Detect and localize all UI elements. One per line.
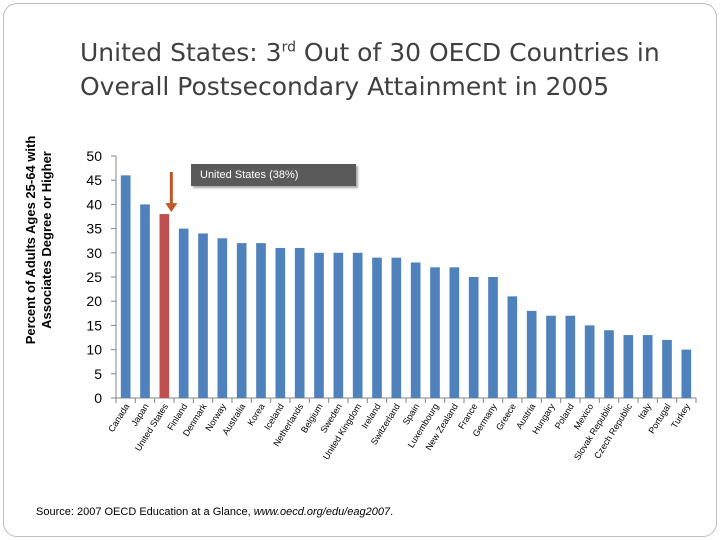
us-callout-box: United States (38%)	[191, 164, 356, 186]
y-tick-label: 35	[86, 221, 102, 237]
bar	[488, 277, 498, 398]
y-tick-label: 5	[94, 366, 102, 382]
bar	[236, 243, 247, 398]
y-tick-label: 40	[86, 196, 102, 212]
bar	[584, 325, 595, 398]
us-arrow-head	[165, 203, 178, 213]
x-category-label: Turkey	[669, 401, 692, 430]
bar	[526, 310, 537, 398]
bar	[507, 296, 518, 398]
y-tick-label: 0	[94, 390, 102, 406]
bar	[468, 277, 479, 398]
bar	[294, 247, 305, 398]
bar	[372, 257, 382, 398]
bar	[275, 247, 286, 398]
bar	[198, 233, 208, 398]
bar-highlight	[159, 214, 170, 398]
y-tick-label: 25	[86, 269, 102, 285]
bar	[449, 267, 460, 398]
y-tick-label: 20	[86, 293, 102, 309]
x-category-label: Greece	[494, 402, 518, 432]
title-line1-pre: United States: 3	[80, 38, 282, 67]
bar	[178, 228, 189, 398]
y-tick-label: 45	[86, 172, 102, 188]
bar	[604, 330, 614, 398]
x-category-label: Canada	[106, 402, 131, 434]
bar	[140, 204, 150, 398]
bar	[430, 267, 440, 398]
bar	[314, 252, 324, 398]
chart-title: United States: 3rd Out of 30 OECD Countr…	[80, 36, 700, 104]
bar	[642, 335, 653, 398]
bar	[410, 262, 421, 398]
title-line2: Overall Postsecondary Attainment in 2005	[80, 72, 610, 101]
bar	[565, 315, 576, 398]
bar	[217, 238, 228, 398]
y-tick-label: 15	[86, 317, 102, 333]
title-line1-post: Out of 30 OECD Countries in	[295, 38, 660, 67]
source-note: Source: 2007 OECD Education at a Glance,…	[36, 506, 393, 518]
title-superscript: rd	[281, 39, 296, 56]
bar	[546, 315, 556, 398]
bar	[120, 175, 131, 398]
bar	[352, 252, 363, 398]
source-suffix: .	[390, 506, 394, 518]
bar	[333, 252, 344, 398]
bar	[256, 243, 266, 398]
y-tick-label: 30	[86, 245, 102, 261]
y-tick-label: 50	[86, 148, 102, 164]
y-tick-label: 10	[86, 342, 102, 358]
bar	[662, 339, 672, 398]
x-category-label: Italy	[636, 401, 653, 421]
bar	[391, 257, 402, 398]
bar	[623, 335, 634, 398]
source-prefix: Source: 2007 OECD Education at a Glance,	[36, 506, 254, 518]
source-url[interactable]: www.oecd.org/edu/eag2007	[253, 506, 391, 518]
bar	[681, 349, 692, 398]
